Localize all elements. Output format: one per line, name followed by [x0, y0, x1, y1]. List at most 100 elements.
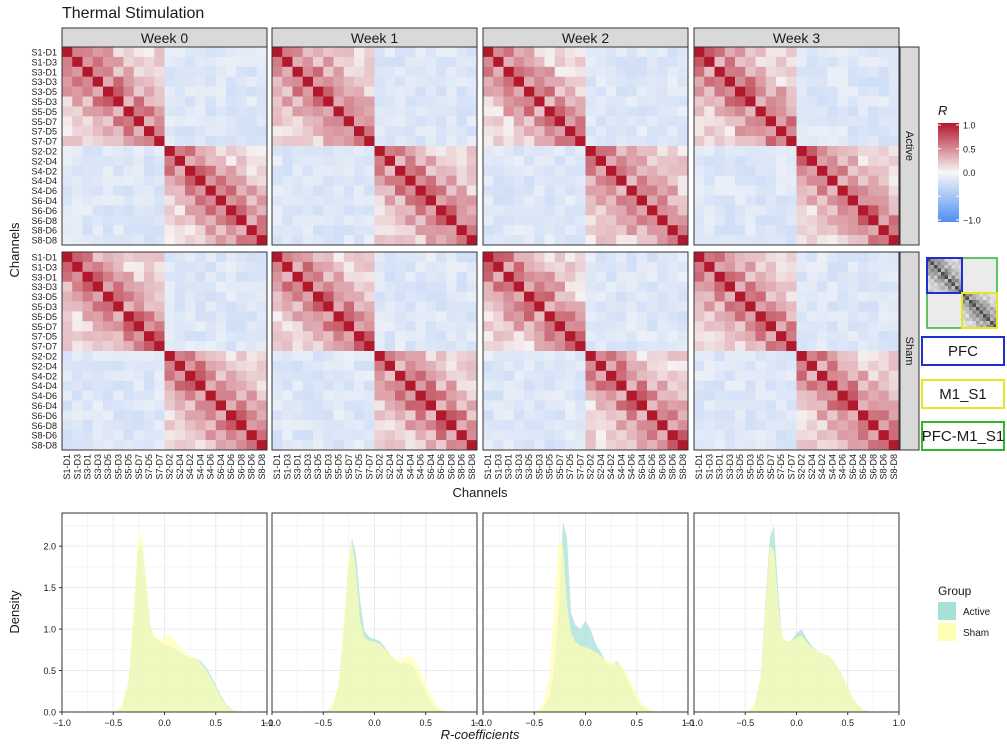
heatmap-cell	[724, 390, 736, 401]
heatmap-cell	[878, 331, 890, 342]
heatmap-cell	[185, 252, 196, 263]
colorbar-tick-label: 0.0	[963, 168, 976, 178]
heatmap-cell	[333, 155, 345, 167]
heatmap-cell	[246, 271, 258, 282]
heatmap-cell	[606, 76, 617, 87]
heatmap-cell	[483, 271, 494, 282]
heatmap-cell	[888, 86, 900, 97]
heatmap-cell	[205, 390, 217, 401]
heatmap-cell	[123, 281, 135, 292]
thumbnail-cell	[927, 268, 931, 273]
heatmap-cell	[374, 205, 386, 216]
heatmap-cell	[776, 86, 787, 97]
heatmap-cell	[82, 165, 94, 176]
heatmap-cell	[585, 225, 597, 236]
heatmap-cell	[425, 311, 437, 322]
heatmap-cell	[858, 225, 869, 236]
thumbnail-cell	[948, 272, 952, 276]
heatmap-cell	[554, 400, 566, 411]
heatmap-cell	[62, 155, 73, 167]
heatmap-cell	[534, 106, 545, 117]
heatmap-cell	[878, 370, 890, 381]
heatmap-cell	[483, 420, 494, 431]
legend-key-active	[938, 602, 956, 620]
heatmap-cell	[395, 165, 406, 176]
heatmap-cell	[133, 175, 145, 186]
heatmap-cell	[446, 252, 457, 263]
heatmap-cell	[374, 351, 386, 362]
heatmap-cell	[483, 215, 494, 226]
heatmap-cell	[493, 261, 504, 273]
heatmap-cell	[735, 126, 746, 137]
heatmap-cell	[446, 106, 457, 117]
heatmap-cell	[827, 271, 838, 282]
thumbnail-cell	[930, 307, 935, 311]
heatmap-cell	[878, 76, 890, 87]
heatmap-cell	[226, 341, 237, 352]
heatmap-cell	[133, 311, 145, 322]
heatmap-cell	[185, 271, 196, 282]
heatmap-cell	[493, 430, 504, 441]
thumbnail-cell	[937, 296, 942, 301]
heatmap-cell	[292, 185, 304, 196]
heatmap-cell	[246, 341, 258, 352]
x-tick-label: S4-D4	[405, 454, 415, 480]
heatmap-cell	[364, 76, 375, 87]
heatmap-cell	[62, 106, 73, 117]
heatmap-cell	[82, 146, 94, 157]
heatmap-cell	[405, 47, 416, 58]
heatmap-cell	[113, 126, 124, 137]
heatmap-cell	[343, 370, 355, 381]
thumbnail-cell	[965, 265, 970, 269]
heatmap-cell	[765, 430, 777, 441]
heatmap-cell	[343, 126, 355, 137]
heatmap-cell	[765, 400, 777, 411]
heatmap-cell	[226, 390, 237, 401]
heatmap-cell	[667, 215, 679, 226]
heatmap-cell	[786, 86, 797, 97]
heatmap-cell	[524, 215, 535, 226]
thumbnail-cell	[930, 289, 935, 294]
heatmap-cell	[72, 126, 83, 137]
heatmap-cell	[154, 66, 165, 77]
heatmap-cell	[133, 86, 145, 97]
heatmap-cell	[585, 126, 597, 137]
heatmap-cell	[616, 185, 627, 196]
heatmap-cell	[817, 400, 828, 411]
row-strip-0	[899, 46, 920, 246]
heatmap-cell	[302, 56, 314, 68]
heatmap-cell	[724, 155, 736, 167]
heatmap-cell	[724, 136, 736, 147]
heatmap-cell	[195, 252, 206, 263]
heatmap-cell	[384, 370, 396, 381]
heatmap-cell	[616, 261, 627, 273]
heatmap-cell	[425, 440, 437, 451]
heatmap-cell	[493, 205, 504, 216]
heatmap-cell	[616, 360, 627, 372]
heatmap-cell	[503, 380, 515, 391]
heatmap-cell	[524, 370, 535, 381]
heatmap-cell	[735, 410, 746, 421]
heatmap-cell	[282, 440, 293, 451]
heatmap-cell	[493, 311, 504, 322]
heatmap-cell	[626, 370, 638, 381]
heatmap-cell	[503, 185, 515, 196]
thumbnail-cell	[930, 279, 935, 283]
heatmap-cell	[483, 360, 494, 372]
heatmap-cell	[185, 410, 196, 421]
heatmap-cell	[796, 390, 808, 401]
heatmap-cell	[103, 430, 114, 441]
heatmap-cell	[364, 252, 375, 263]
heatmap-cell	[154, 205, 165, 216]
thumbnail-cell	[951, 268, 956, 273]
heatmap-cell	[735, 175, 746, 186]
heatmap-cell	[837, 281, 849, 292]
heatmap-cell	[103, 175, 114, 186]
heatmap-cell	[415, 155, 427, 167]
thumbnail-cell	[979, 265, 984, 269]
heatmap-cell	[195, 205, 206, 216]
heatmap-cell	[626, 106, 638, 117]
thumbnail-cell	[986, 275, 991, 280]
heatmap-cell	[524, 420, 535, 431]
heatmap-cell	[113, 47, 124, 58]
